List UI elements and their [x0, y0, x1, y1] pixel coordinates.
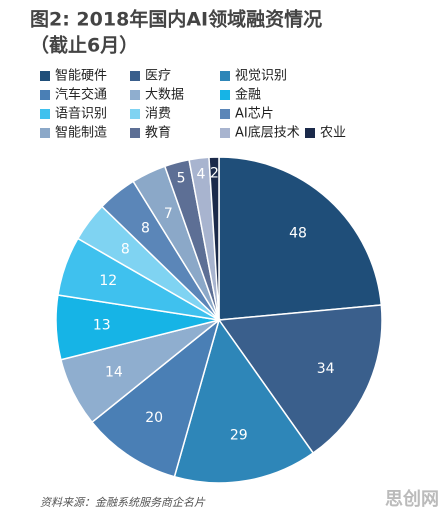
slice-label: 8 [121, 241, 130, 257]
chart-title: 图2: 2018年国内AI领域融资情况 [30, 8, 322, 31]
legend-label: 教育 [145, 125, 171, 141]
pie-slice [173, 318, 315, 484]
legend-label: 智能硬件 [55, 69, 107, 84]
legend-swatch [130, 71, 140, 81]
chart-subtitle: （截止6月） [30, 34, 138, 57]
legend-label: 语音识别 [55, 106, 107, 122]
legend-swatch [40, 71, 50, 81]
pie-slice [208, 156, 220, 321]
slice-label: 29 [230, 428, 248, 444]
slice-label: 7 [164, 206, 173, 222]
legend-label: 金融 [235, 87, 261, 103]
slice-label: 12 [99, 273, 117, 289]
slice-label: 8 [141, 221, 150, 237]
source-note: 资料来源：金融系统服务商企名片 [40, 496, 206, 509]
legend-swatch [130, 109, 140, 119]
legend-swatch [40, 128, 50, 138]
legend-swatch [220, 109, 230, 119]
slice-label: 34 [317, 361, 335, 377]
pie-slice [90, 317, 221, 478]
slice-label: 14 [105, 364, 123, 380]
slice-label: 48 [289, 225, 307, 241]
legend-label: 消费 [145, 107, 171, 122]
legend-swatch [220, 128, 230, 138]
legend-label: 汽车交通 [55, 87, 107, 103]
legend-label: 农业 [320, 126, 346, 141]
legend-swatch [220, 90, 230, 100]
legend-label: 智能制造 [55, 126, 107, 141]
legend-label: 大数据 [145, 88, 184, 103]
watermark: 思创网 [385, 488, 439, 510]
slice-label: 13 [93, 317, 111, 333]
legend-label: AI底层技术 [235, 125, 300, 141]
legend-label: 医疗 [145, 69, 171, 84]
slice-label: 4 [197, 166, 206, 182]
legend-swatch [305, 128, 315, 138]
legend-swatch [220, 71, 230, 81]
slice-label: 2 [210, 165, 219, 181]
pie-slice [218, 156, 383, 321]
slice-label: 5 [177, 170, 186, 186]
legend-label: 视觉识别 [235, 69, 287, 84]
legend-swatch [130, 90, 140, 100]
slice-label: 20 [145, 410, 163, 426]
legend-swatch [40, 109, 50, 119]
pie-slice [217, 304, 383, 455]
legend-swatch [130, 128, 140, 138]
legend-label: AI芯片 [235, 107, 274, 122]
legend-swatch [40, 90, 50, 100]
